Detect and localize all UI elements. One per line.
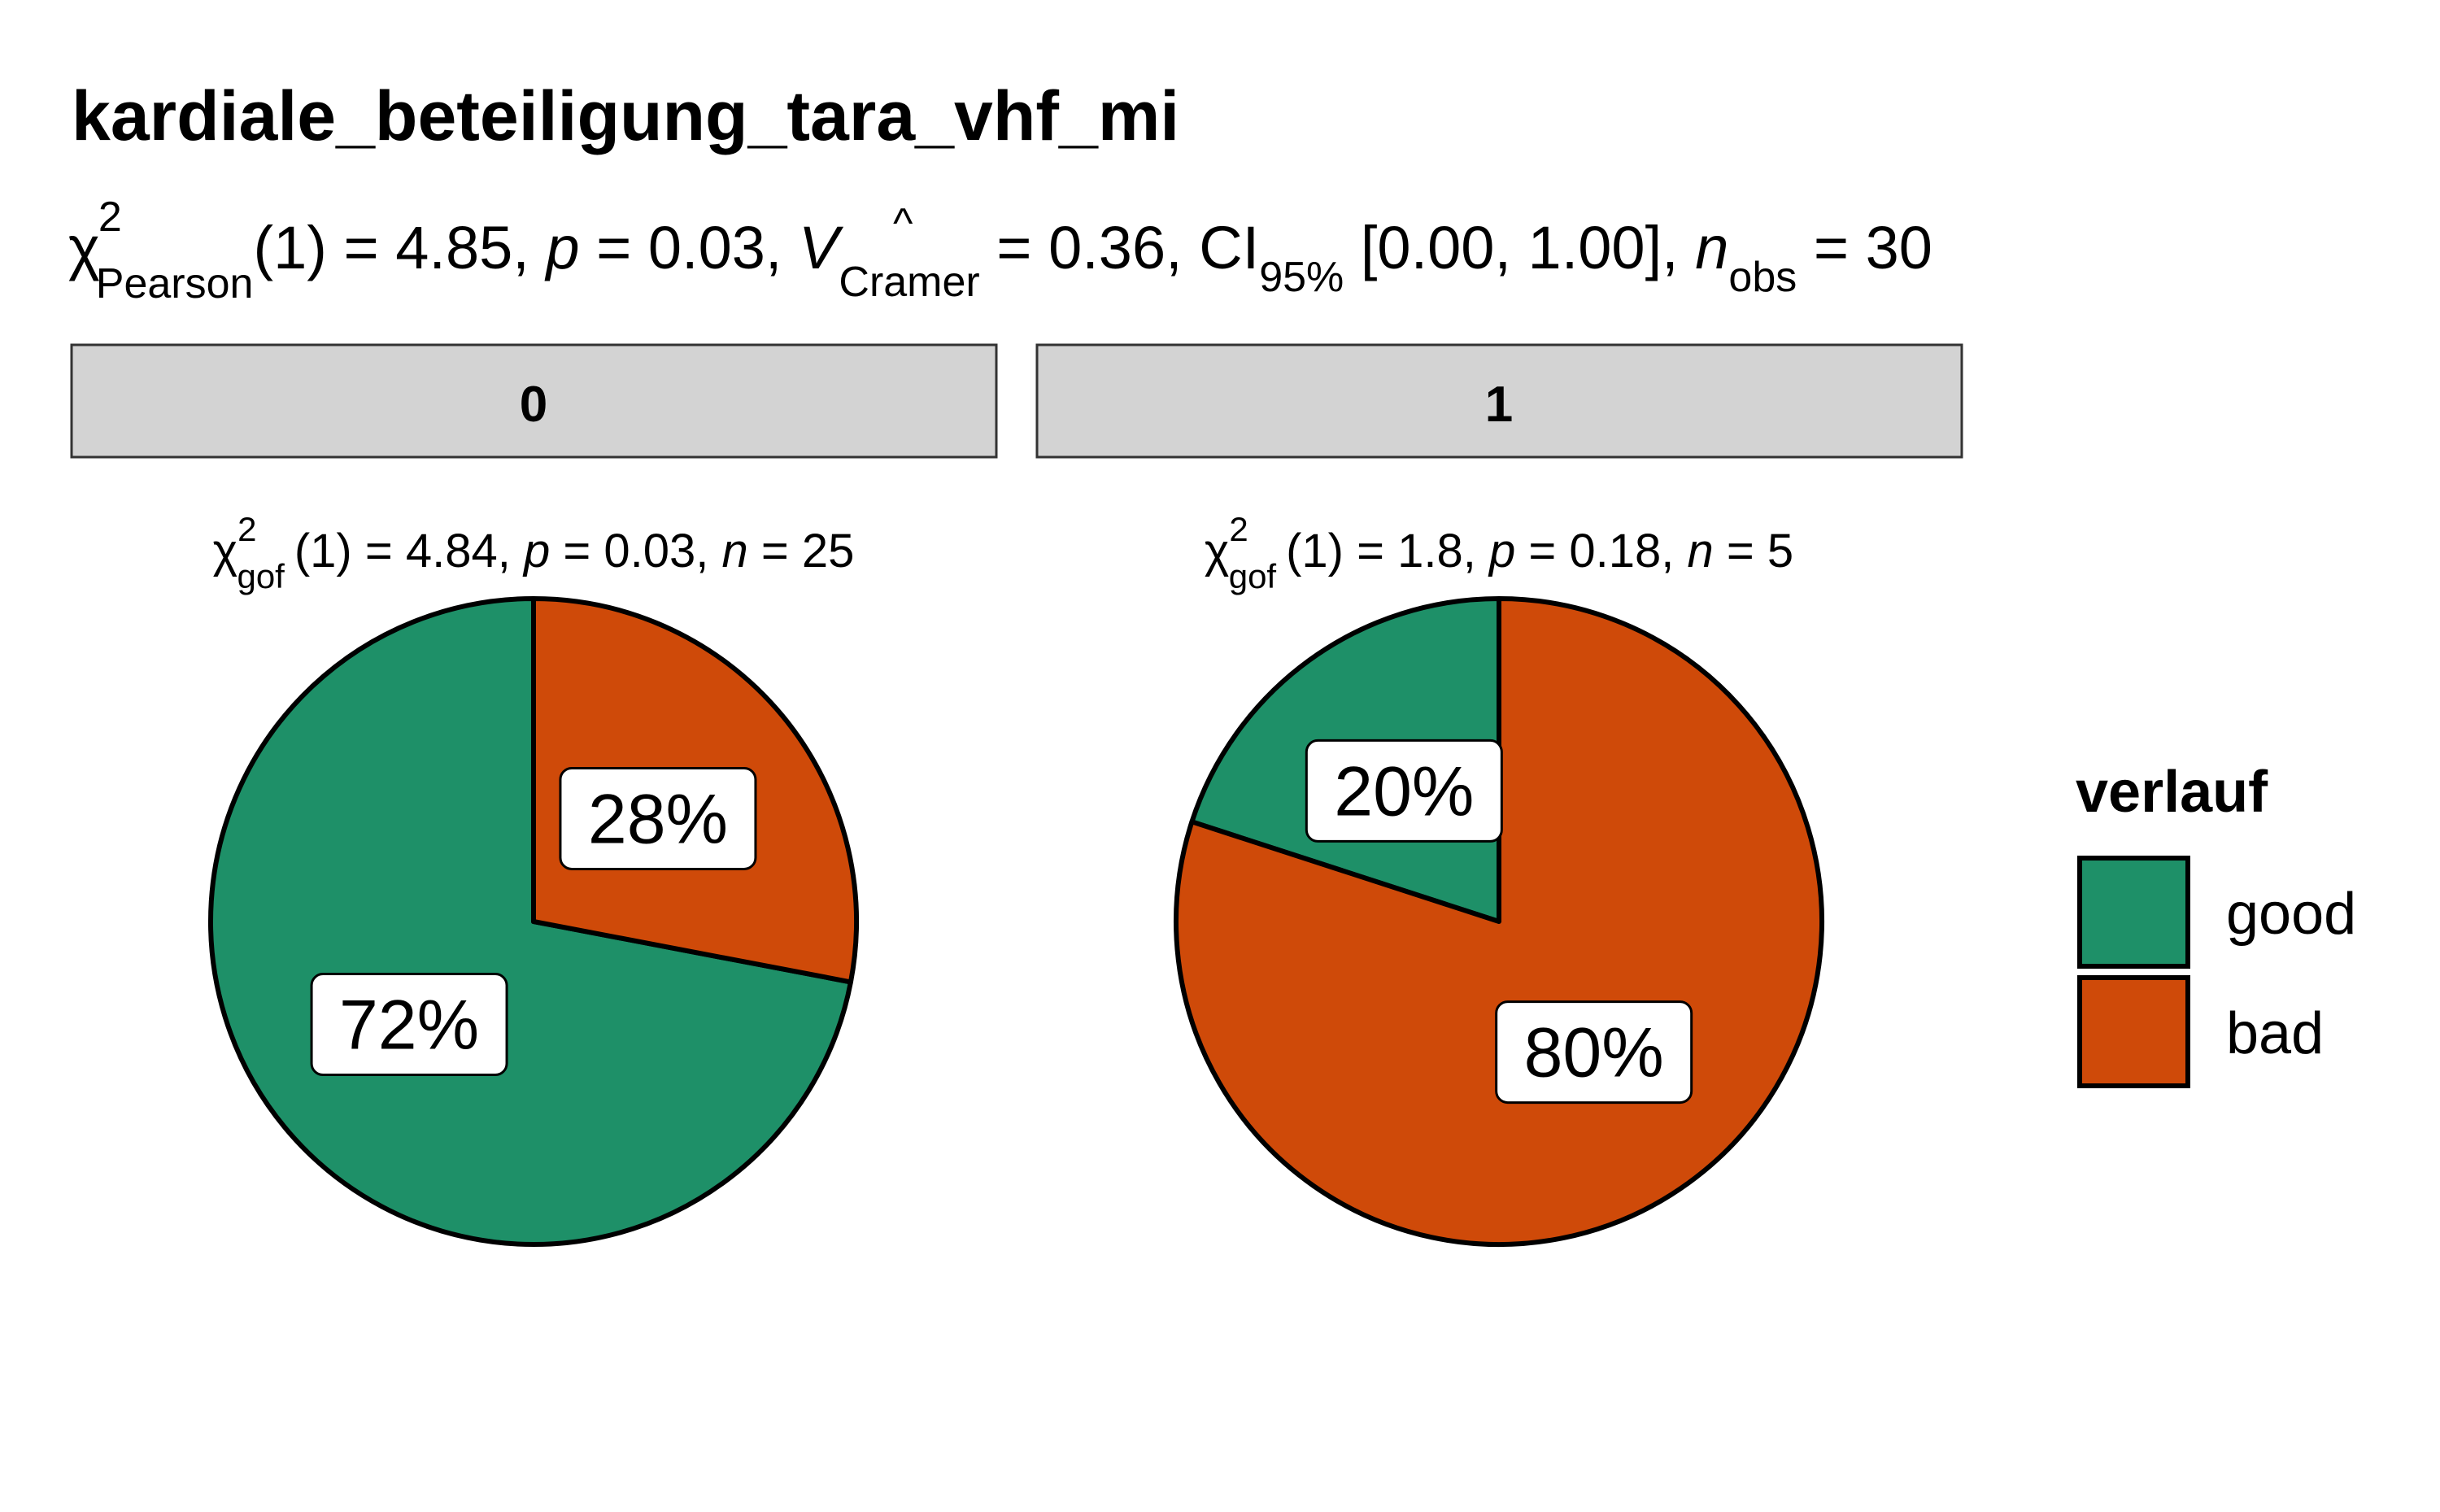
facet-strip-1 [1035,343,1963,459]
chi-symbol: χ [68,214,100,281]
ci-subscript: 95% [1259,254,1344,301]
chi-stat-value: = 4.85, [327,214,546,281]
facet-stat-1: χ2 gof (1) = 1.8, p = 0.18, n = 5 [1205,510,1793,595]
test-name-subscript: Pearson [96,260,254,307]
n-value: = 30 [1797,214,1932,281]
slice-label-box [1305,739,1503,843]
facet-strip-label-1: 1 [1485,377,1513,433]
slice-label: 72% [339,987,479,1065]
n-subscript: obs [1728,254,1797,301]
chart-subtitle: χ2 Pearson(1) = 4.85, p = 0.03, VCramer =… [68,194,1932,307]
slice-label-box [559,766,757,870]
v-value: = 0.36, CI [980,214,1259,281]
pie-facet-1: 20% 80% [1174,596,1824,1247]
legend-title: verlauf [2076,760,2268,825]
slice-label: 28% [588,780,728,858]
legend-label-good: good [2226,882,2356,947]
legend: verlauf good bad [2076,760,2356,1088]
slice-label-box [1495,1000,1693,1105]
facet-strip-label-0: 0 [520,377,547,433]
chart-title: kardiale_beteiligung_tara_vhf_mi [72,77,1179,155]
v-symbol: V [799,214,844,281]
pie-slice-good [208,596,853,1247]
facet-stat-0: χ2 gof (1) = 4.84, p = 0.03, n = 25 [213,510,855,595]
p-symbol: p [544,214,579,281]
legend-swatch-good [2077,856,2190,969]
p-value: = 0.03, [580,214,799,281]
v-subscript: Cramer [839,259,979,306]
slice-label: 80% [1524,1014,1664,1092]
ci-value: [0.00, 1.00], [1344,214,1695,281]
n-symbol: n [1695,214,1728,281]
legend-swatch-bad [2077,975,2190,1088]
slice-label: 20% [1334,752,1474,830]
v-hat: ^ [893,200,913,247]
slice-label-box [310,973,508,1077]
legend-label-bad: bad [2226,1001,2324,1066]
facet-strip-0 [70,343,998,459]
chi-superscript: 2 [98,194,122,241]
pie-facet-0: 72% 28% [208,596,859,1247]
df-value: (1) [253,214,326,281]
